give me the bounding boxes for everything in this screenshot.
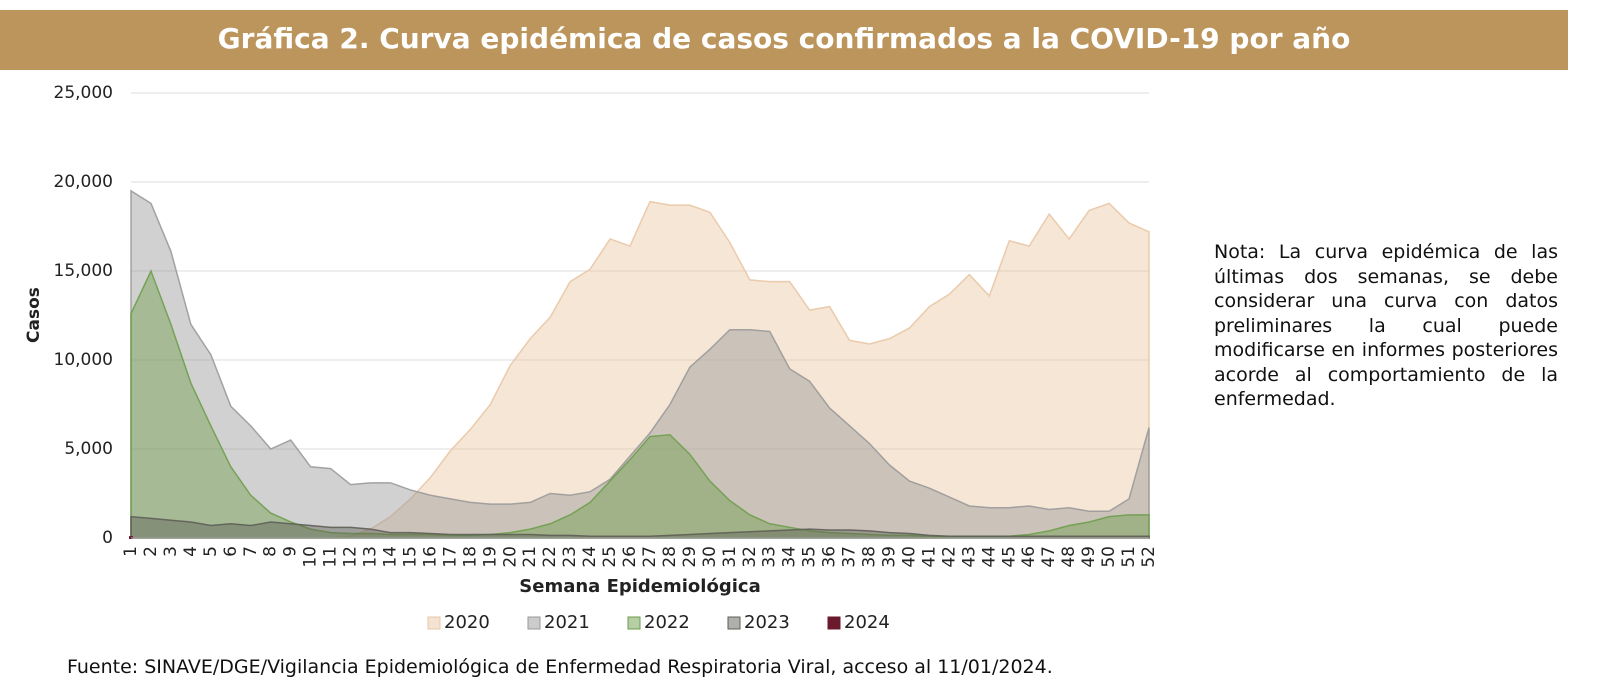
legend-label: 2022	[644, 612, 690, 633]
legend-label: 2024	[844, 612, 890, 633]
x-tick-label: 24	[580, 546, 600, 568]
x-tick-label: 17	[440, 546, 460, 568]
x-tick-label: 35	[800, 546, 820, 568]
y-tick-label: 5,000	[64, 439, 113, 459]
x-tick-label: 22	[540, 546, 560, 568]
y-tick-label: 10,000	[54, 350, 113, 370]
x-tick-label: 2	[141, 546, 161, 557]
y-tick-label: 20,000	[54, 172, 113, 192]
x-tick-label: 4	[181, 546, 201, 557]
x-tick-label: 20	[500, 546, 520, 568]
area	[130, 515, 1150, 539]
x-tick-label: 29	[680, 546, 700, 568]
legend-label: 2020	[444, 612, 490, 633]
legend-label: 2023	[744, 612, 790, 633]
x-tick-label: 13	[361, 546, 381, 568]
x-tick-label: 14	[380, 546, 400, 568]
y-tick-label: 0	[102, 528, 113, 548]
legend-swatch	[527, 616, 541, 630]
note: Nota: La curva epidémica de las últimas …	[1214, 241, 1558, 410]
x-tick-label: 16	[420, 546, 440, 568]
x-tick-label: 1	[121, 546, 141, 557]
chart-title: Gráfica 2. Curva epidémica de casos conf…	[218, 22, 1351, 55]
area	[130, 189, 1150, 539]
x-tick-label: 43	[959, 546, 979, 568]
x-tick-label: 51	[1119, 546, 1139, 568]
legend-swatch	[627, 616, 641, 630]
x-tick-label: 9	[281, 546, 301, 557]
x-tick-label: 50	[1099, 546, 1119, 568]
x-tick-label: 52	[1139, 546, 1159, 568]
x-tick-label: 41	[919, 546, 939, 568]
legend-label: 2021	[544, 612, 590, 633]
x-tick-label: 19	[480, 546, 500, 568]
x-tick-label: 12	[341, 546, 361, 568]
x-tick-label: 3	[161, 546, 181, 557]
x-tick-label: 31	[720, 546, 740, 568]
x-axis-label: Semana Epidemiológica	[519, 576, 760, 597]
x-tick-label: 37	[840, 546, 860, 568]
x-tick-label: 21	[520, 546, 540, 568]
x-tick-label: 47	[1039, 546, 1059, 568]
x-tick-label: 36	[820, 546, 840, 568]
legend-swatch	[427, 616, 441, 630]
x-tick-label: 49	[1079, 546, 1099, 568]
source: Fuente: SINAVE/DGE/Vigilancia Epidemioló…	[67, 656, 1053, 678]
x-tick-label: 44	[979, 546, 999, 568]
x-tick-label: 23	[560, 546, 580, 568]
y-tick-label: 25,000	[54, 83, 113, 103]
x-tick-label: 25	[600, 546, 620, 568]
x-tick-label: 46	[1019, 546, 1039, 568]
x-tick-label: 5	[201, 546, 221, 557]
x-tick-label: 7	[241, 546, 261, 557]
x-tick-label: 15	[400, 546, 420, 568]
title-bar	[0, 10, 1568, 70]
x-tick-label: 33	[760, 546, 780, 568]
x-tick-label: 10	[301, 546, 321, 568]
legend-swatch	[827, 616, 841, 630]
x-tick-label: 34	[780, 546, 800, 568]
x-tick-label: 11	[321, 546, 341, 568]
y-axis-label: Casos	[24, 287, 44, 343]
x-tick-label: 39	[880, 546, 900, 568]
x-tick-label: 32	[740, 546, 760, 568]
x-tick-label: 30	[700, 546, 720, 568]
x-tick-label: 28	[660, 546, 680, 568]
x-tick-label: 18	[460, 546, 480, 568]
x-tick-label: 48	[1059, 546, 1079, 568]
x-tick-label: 27	[640, 546, 660, 568]
legend-swatch	[727, 616, 741, 630]
x-tick-label: 42	[939, 546, 959, 568]
x-tick-label: 45	[999, 546, 1019, 568]
x-tick-label: 38	[860, 546, 880, 568]
x-tick-label: 8	[261, 546, 281, 557]
x-tick-label: 6	[221, 546, 241, 557]
y-tick-label: 15,000	[54, 261, 113, 281]
x-tick-label: 40	[899, 546, 919, 568]
x-tick-label: 26	[620, 546, 640, 568]
